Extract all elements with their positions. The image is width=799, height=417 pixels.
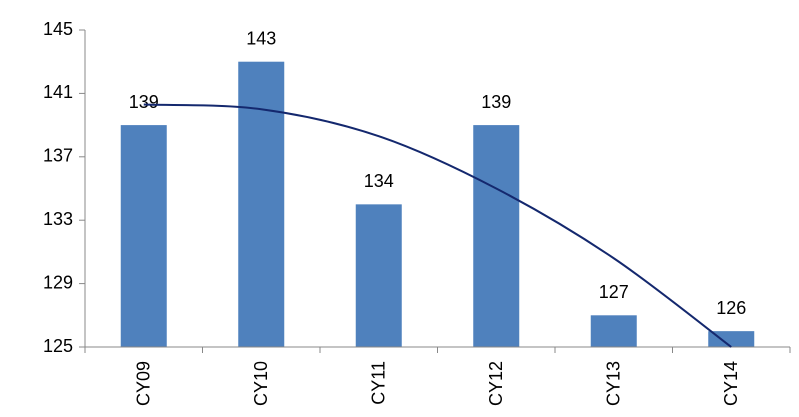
data-label: 126	[716, 298, 746, 318]
x-tick-label: CY13	[604, 361, 624, 406]
y-tick-label: 125	[43, 336, 73, 356]
x-tick-label: CY10	[251, 361, 271, 406]
x-tick-label: CY14	[721, 361, 741, 406]
bar	[590, 315, 637, 347]
data-label: 134	[364, 171, 394, 191]
y-tick-label: 133	[43, 209, 73, 229]
data-label: 139	[129, 92, 159, 112]
trend-line	[143, 103, 732, 348]
bar	[120, 125, 167, 347]
data-label: 139	[481, 92, 511, 112]
y-tick-label: 129	[43, 272, 73, 292]
bar	[473, 125, 520, 347]
y-tick-label: 141	[43, 82, 73, 102]
y-tick-label: 145	[43, 19, 73, 39]
y-tick-label: 137	[43, 146, 73, 166]
x-tick-label: CY12	[486, 361, 506, 406]
bar	[355, 204, 402, 347]
data-label: 127	[599, 282, 629, 302]
data-label: 143	[246, 28, 276, 48]
x-tick-label: CY09	[134, 361, 154, 406]
x-tick-label: CY11	[369, 361, 389, 405]
bar	[238, 61, 285, 347]
bar	[708, 331, 755, 347]
